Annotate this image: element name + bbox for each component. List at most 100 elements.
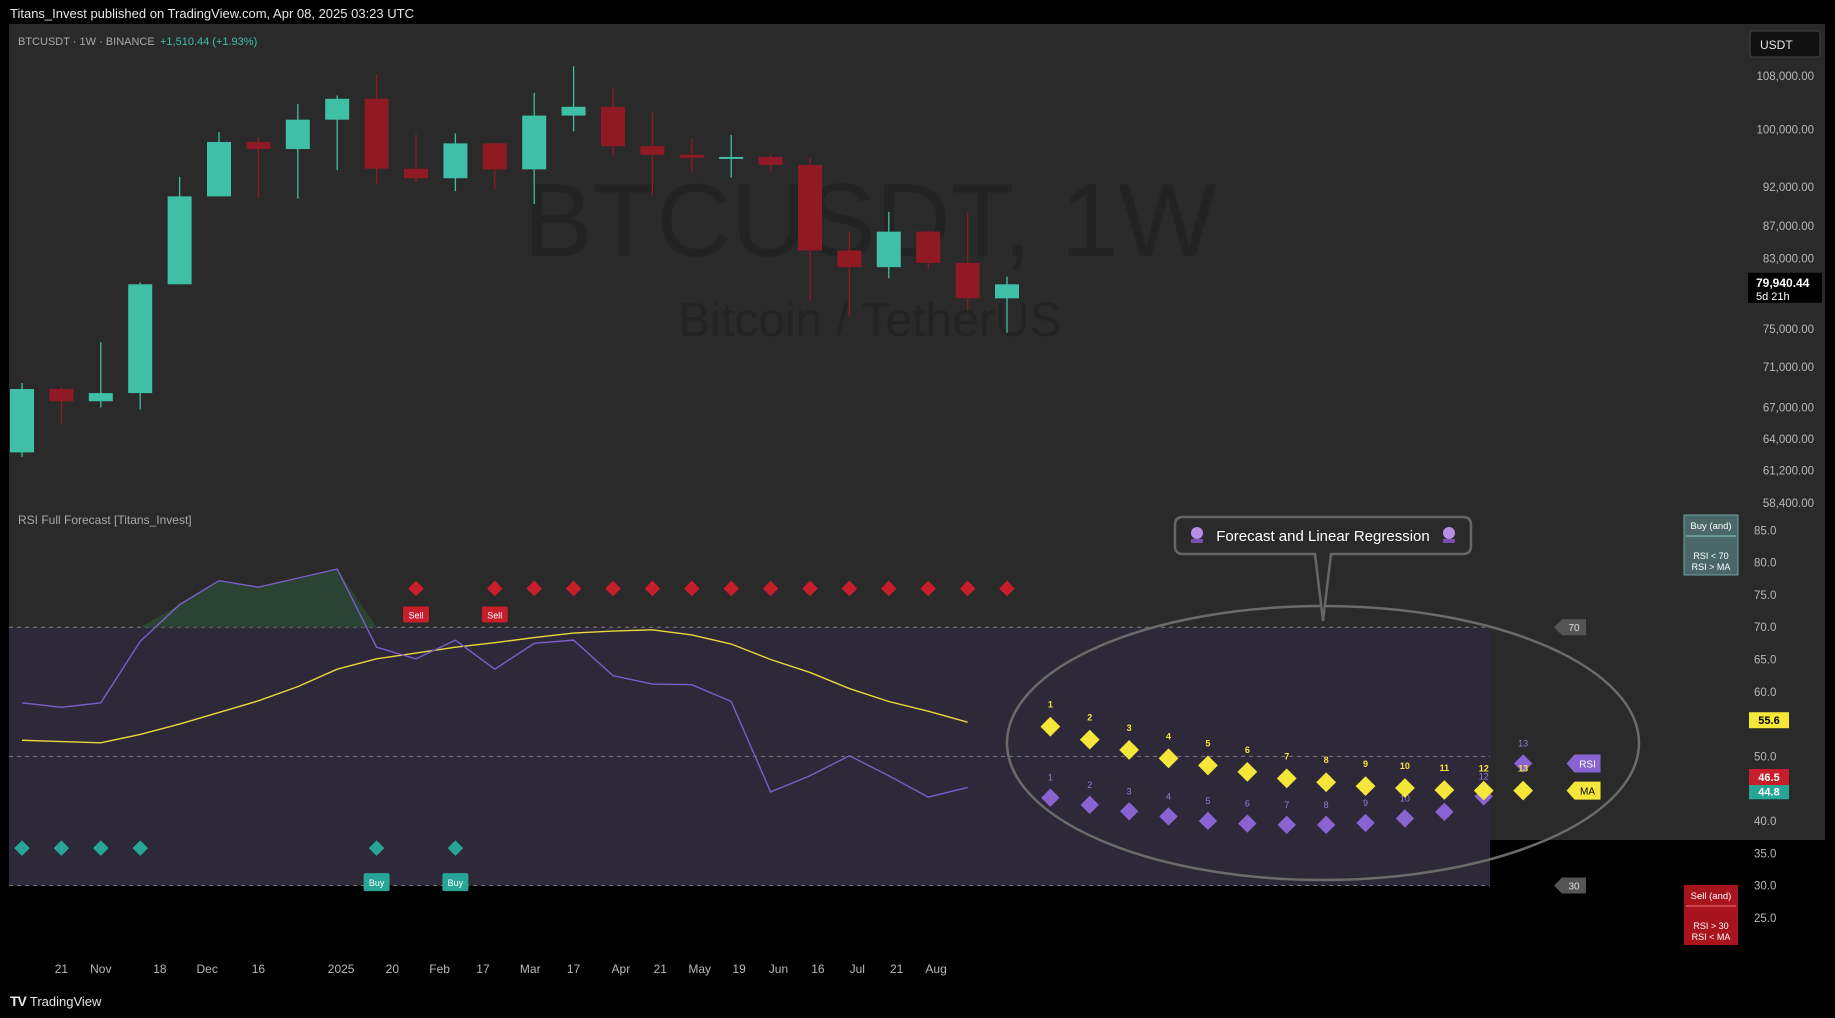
buy-condition-frame xyxy=(1683,514,1739,576)
candle[interactable] xyxy=(167,176,192,285)
candle[interactable] xyxy=(719,134,744,178)
rsi-tick-label: 25.0 xyxy=(1754,913,1776,925)
forecast-rsi-step-label: 8 xyxy=(1324,800,1329,810)
time-tick-label: Dec xyxy=(197,962,218,976)
ma2-value-badge xyxy=(1749,783,1789,800)
rsi-tick-label: 65.0 xyxy=(1754,655,1776,667)
candle[interactable] xyxy=(364,73,389,184)
candle[interactable] xyxy=(285,104,310,199)
candle[interactable] xyxy=(207,132,231,197)
forecast-ma-point xyxy=(1395,778,1415,798)
candle[interactable] xyxy=(679,138,704,173)
time-tick-label: May xyxy=(688,962,711,976)
candle[interactable] xyxy=(482,143,507,190)
candle[interactable] xyxy=(325,95,350,171)
forecast-ma-step-label: 2 xyxy=(1087,713,1092,723)
forecast-ma-point xyxy=(1119,740,1140,760)
forecast-rsi-point xyxy=(1277,815,1296,835)
price-tick-label: 64,000.00 xyxy=(1763,434,1814,446)
forecast-ma-step-label: 4 xyxy=(1166,731,1171,741)
rsi-value-badge-label: 46.5 xyxy=(1758,772,1779,784)
time-tick-label: 2025 xyxy=(328,962,355,976)
forecast-rsi-point xyxy=(1435,802,1454,822)
forecast-rsi-step-label: 12 xyxy=(1479,771,1489,781)
forecast-ma-point xyxy=(1355,776,1376,796)
candle[interactable] xyxy=(837,231,862,317)
time-tick-label: 21 xyxy=(55,962,69,976)
currency-button[interactable] xyxy=(1749,30,1821,58)
sell-marker xyxy=(684,580,700,597)
forecast-ma-step-label: 12 xyxy=(1479,764,1489,774)
crystal-ball-icon xyxy=(1443,527,1455,543)
forecast-ma-step-label: 9 xyxy=(1363,759,1368,769)
candle[interactable] xyxy=(955,212,980,311)
candle[interactable] xyxy=(876,211,901,279)
rsi-tick-label: 85.0 xyxy=(1754,525,1776,537)
level-tag-label: 70 xyxy=(1568,623,1580,634)
candle[interactable] xyxy=(916,230,941,269)
forecast-rsi-step-label: 13 xyxy=(1518,738,1528,748)
price-tick-label: 92,000.00 xyxy=(1763,182,1814,194)
countdown-label: 5d 21h xyxy=(1756,291,1790,303)
forecast-rsi-point xyxy=(1356,813,1375,833)
price-tick-label: 108,000.00 xyxy=(1756,71,1814,83)
forecast-ma-tag xyxy=(1566,781,1601,800)
candle[interactable] xyxy=(640,112,665,195)
watermark-description: Bitcoin / TetherUS xyxy=(678,294,1061,347)
candle[interactable] xyxy=(10,382,34,457)
sell-signal-label: Sell xyxy=(487,610,502,620)
candle-body xyxy=(640,146,665,155)
candle[interactable] xyxy=(798,157,822,301)
forecast-rsi-step-label: 6 xyxy=(1245,799,1250,809)
candle-body xyxy=(995,284,1019,299)
forecast-ma-step-label: 5 xyxy=(1205,738,1210,748)
candle-body xyxy=(167,196,192,285)
candle-body xyxy=(404,168,428,179)
candle[interactable] xyxy=(128,282,153,410)
last-price-label: 79,940.44 xyxy=(1756,276,1810,290)
sell-condition-line2: RSI < MA xyxy=(1692,932,1731,942)
candle[interactable] xyxy=(443,133,468,192)
candle[interactable] xyxy=(246,137,271,198)
price-tick-label: 58,400.00 xyxy=(1763,498,1814,510)
candle[interactable] xyxy=(49,387,74,424)
price-tick-label: 83,000.00 xyxy=(1763,254,1814,266)
candle[interactable] xyxy=(561,66,586,132)
candle-body xyxy=(561,106,586,116)
forecast-rsi-step-label: 10 xyxy=(1400,793,1410,803)
buy-marker xyxy=(132,840,148,856)
tradingview-logo-icon: TV xyxy=(10,993,27,1009)
forecast-ma-step-label: 8 xyxy=(1324,755,1329,765)
published-header: Titans_Invest published on TradingView.c… xyxy=(10,6,414,21)
price-tick-label: 75,000.00 xyxy=(1763,324,1814,336)
callout-box xyxy=(1173,515,1473,622)
price-change: +1,510.44 (+1.93%) xyxy=(160,36,257,48)
forecast-ma-step-label: 1 xyxy=(1048,700,1053,710)
time-tick-label: 17 xyxy=(476,962,490,976)
forecast-rsi-point xyxy=(1198,811,1218,831)
watermark-symbol: BTCUSDT, 1W xyxy=(523,163,1216,279)
footer-brand-label: TradingView xyxy=(29,993,102,1009)
indicator-title: RSI Full Forecast [Titans_Invest] xyxy=(18,513,192,527)
candle[interactable] xyxy=(522,92,547,205)
rsi-tick-label: 80.0 xyxy=(1754,558,1776,570)
rsi-tick-label: 60.0 xyxy=(1754,687,1776,699)
crystal-ball-icon xyxy=(1191,527,1203,543)
candle-body xyxy=(364,98,389,169)
candle[interactable] xyxy=(758,153,783,173)
buy-condition-title: Buy (and) xyxy=(1690,521,1731,532)
level-tag-label: 30 xyxy=(1568,882,1580,893)
forecast-rsi-point xyxy=(1316,815,1336,835)
forecast-ma-point xyxy=(1079,729,1100,750)
candle[interactable] xyxy=(601,88,625,156)
candle-body xyxy=(758,156,783,165)
footer-brand[interactable]: TV TradingView xyxy=(10,993,101,1009)
candle[interactable] xyxy=(404,134,428,182)
forecast-ma-point xyxy=(1040,716,1061,737)
candle-body xyxy=(837,250,862,268)
candle[interactable] xyxy=(995,276,1019,333)
ma-value-badge-label: 55.6 xyxy=(1758,715,1779,727)
candle[interactable] xyxy=(88,342,113,408)
